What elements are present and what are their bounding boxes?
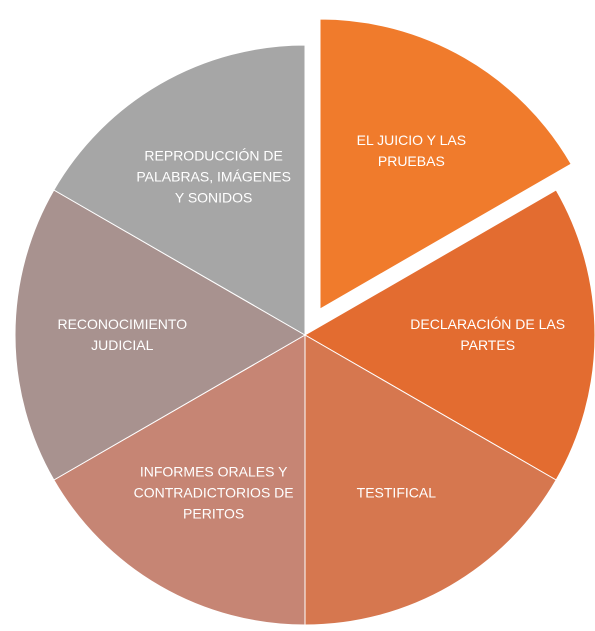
slice-label: RECONOCIMIENTO JUDICIAL	[57, 316, 188, 353]
slice-label: EL JUICIO Y LAS PRUEBAS	[356, 131, 467, 169]
pie-slice	[14, 189, 307, 481]
slice-label: TESTIFICAL	[356, 484, 437, 501]
pie-slice	[53, 334, 306, 626]
slice-label: INFORMES ORALES Y CONTRADICTORIOS DE PER…	[133, 463, 294, 522]
pie-slice	[53, 44, 306, 336]
slice-label: REPRODUCCIÓN DE PALABRAS, IMÁGENES Y SON…	[136, 147, 291, 206]
pie-slice	[319, 18, 572, 310]
pie-slice	[304, 334, 557, 626]
slice-label: DECLARACIÓN DE LAS PARTES	[410, 316, 566, 353]
